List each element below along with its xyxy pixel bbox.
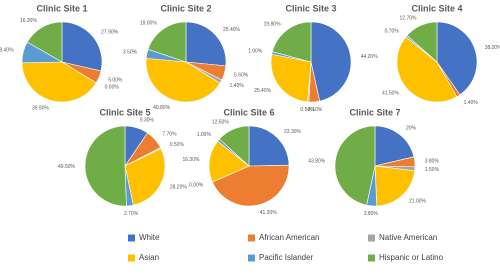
- value-label: 9.30%: [140, 117, 155, 123]
- legend-swatch: [368, 234, 375, 242]
- value-label: 8.40%: [0, 47, 14, 53]
- pie-slice: [84, 125, 127, 207]
- pie-slice: [374, 165, 416, 207]
- pie-slice: [208, 140, 250, 183]
- pie-slice: [310, 21, 352, 102]
- legend-swatch: [128, 234, 135, 242]
- pie-slice: [219, 125, 250, 167]
- value-label: 12.50%: [212, 119, 230, 125]
- pie-slice: [145, 57, 221, 103]
- value-label: 16.30%: [20, 18, 38, 24]
- value-label: 49.50%: [58, 164, 76, 170]
- legend-label: White: [139, 233, 160, 242]
- value-label: 21.00%: [409, 199, 427, 205]
- value-label: 5.00%: [108, 78, 123, 84]
- legend-swatch: [128, 254, 135, 262]
- pie-slice: [270, 53, 312, 103]
- legend-label: Pacific Islander: [259, 253, 314, 262]
- value-label: 1.40%: [230, 83, 245, 89]
- pie-slice: [26, 21, 63, 63]
- legend-label: Native American: [379, 233, 437, 242]
- pie-slice: [406, 21, 438, 63]
- value-label: 25.40%: [223, 27, 241, 33]
- chart-title: Clinic Site 6: [223, 107, 274, 117]
- chart-title: Clinic Site 1: [36, 3, 87, 13]
- legend-swatch: [368, 254, 375, 262]
- value-label: 27.90%: [101, 29, 119, 35]
- chart-title: Clinic Site 3: [285, 3, 336, 13]
- value-label: 0.00%: [189, 183, 204, 189]
- chart-title: Clinic Site 2: [160, 3, 211, 13]
- value-label: 0.70%: [385, 28, 400, 34]
- chart-title: Clinic Site 5: [99, 107, 150, 117]
- value-label: 0.00%: [105, 84, 120, 90]
- value-label: 44.20%: [361, 54, 379, 60]
- value-label: 16.30%: [182, 157, 200, 163]
- value-label: 3.50%: [123, 49, 138, 55]
- value-label: 41.30%: [260, 210, 278, 216]
- value-label: 5.60%: [234, 73, 249, 79]
- legend-label: Hispanic or Latino: [379, 253, 444, 262]
- pie-slice: [61, 21, 103, 72]
- value-label: 3.80%: [364, 211, 379, 217]
- pie-slice: [185, 21, 227, 67]
- pie-slice: [248, 125, 290, 167]
- value-label: 1.50%: [425, 167, 440, 173]
- pie-slice: [21, 61, 97, 103]
- legend-swatch: [248, 254, 255, 262]
- pie-slice: [436, 21, 478, 96]
- value-label: 1.00%: [197, 132, 212, 138]
- value-label: 43.80%: [308, 158, 326, 164]
- value-label: 25.40%: [254, 88, 272, 94]
- chart-title: Clinic Site 4: [411, 3, 462, 13]
- pie-slice: [271, 21, 312, 63]
- value-label: 2.70%: [124, 211, 139, 217]
- value-label: 4.10%: [308, 107, 323, 113]
- value-label: 1.00%: [248, 48, 263, 54]
- pie-slice: [334, 125, 376, 206]
- value-label: 12.70%: [400, 16, 418, 22]
- value-label: 19.80%: [264, 21, 282, 27]
- value-label: 0.50%: [170, 142, 185, 148]
- legend-label: Asian: [139, 253, 159, 262]
- value-label: 41.50%: [382, 90, 400, 96]
- pie-slice: [211, 164, 290, 207]
- pie-slice: [396, 36, 458, 103]
- legend-label: African American: [259, 233, 319, 242]
- value-label: 7.70%: [162, 131, 177, 137]
- value-label: 19.00%: [140, 20, 158, 26]
- value-label: 23.30%: [284, 129, 302, 135]
- value-label: 0.50%: [300, 107, 315, 113]
- legend-swatch: [248, 234, 255, 242]
- value-label: 38.00%: [485, 45, 500, 51]
- value-label: 20%: [406, 126, 417, 132]
- value-label: 39.90%: [32, 106, 50, 112]
- pie-slice: [124, 148, 166, 206]
- value-label: 3.80%: [425, 158, 440, 164]
- pie-slice: [147, 21, 187, 63]
- value-label: 40.80%: [153, 105, 171, 111]
- value-label: 1.40%: [464, 100, 479, 106]
- pie-slice: [374, 125, 415, 167]
- value-label: 28.20%: [170, 185, 188, 191]
- chart-title: Clinic Site 7: [349, 107, 400, 117]
